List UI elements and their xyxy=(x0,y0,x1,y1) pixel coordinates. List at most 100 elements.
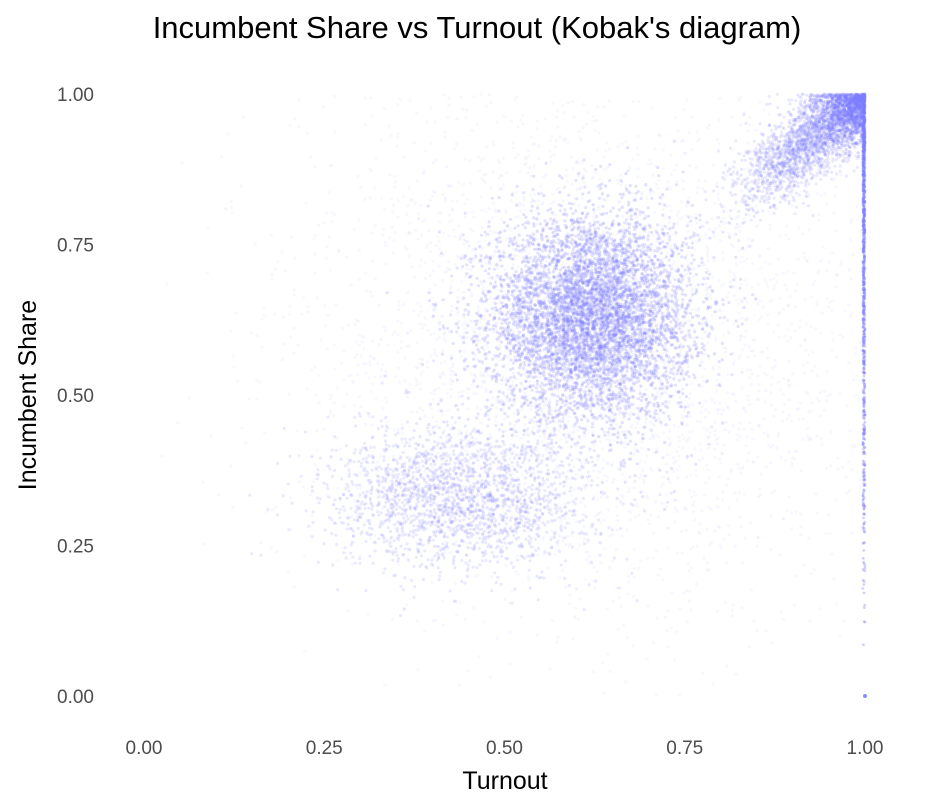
data-point xyxy=(672,377,676,381)
data-point xyxy=(647,308,651,312)
data-point xyxy=(534,375,538,379)
data-point xyxy=(600,270,604,274)
data-point xyxy=(591,433,595,437)
data-point xyxy=(743,296,747,300)
data-point xyxy=(539,291,543,295)
data-point xyxy=(496,395,500,399)
data-point xyxy=(477,350,481,354)
data-point xyxy=(605,352,609,356)
y-tick-label: 0.75 xyxy=(57,236,94,257)
data-point xyxy=(613,277,617,281)
data-point xyxy=(493,316,497,320)
data-point xyxy=(504,321,508,325)
data-point xyxy=(562,433,566,437)
data-point xyxy=(568,352,572,356)
data-point xyxy=(696,351,700,355)
data-point xyxy=(549,207,553,211)
data-point xyxy=(582,323,586,327)
data-point xyxy=(570,237,574,241)
data-point xyxy=(569,279,574,283)
data-point xyxy=(560,176,564,180)
data-point xyxy=(569,207,573,211)
data-point xyxy=(631,300,636,304)
data-point xyxy=(672,290,677,294)
data-point xyxy=(488,313,492,317)
data-point xyxy=(474,247,478,251)
data-point xyxy=(515,325,520,330)
data-point xyxy=(594,167,598,172)
data-point xyxy=(526,313,530,317)
data-point xyxy=(711,290,715,294)
data-point xyxy=(535,390,539,394)
data-point xyxy=(706,307,710,311)
data-point xyxy=(601,357,605,361)
data-point xyxy=(464,263,469,267)
data-point xyxy=(718,316,722,320)
data-point xyxy=(618,406,623,410)
data-point xyxy=(516,308,520,312)
data-point xyxy=(586,283,590,287)
data-point xyxy=(700,256,704,261)
chart-title: Incumbent Share vs Turnout (Kobak's diag… xyxy=(153,10,802,45)
data-point xyxy=(610,325,614,329)
data-point xyxy=(687,332,691,336)
data-point xyxy=(631,395,635,399)
data-point xyxy=(549,343,553,347)
data-point xyxy=(427,423,431,427)
data-point xyxy=(487,322,491,326)
data-point xyxy=(544,418,548,423)
data-point xyxy=(537,371,542,375)
data-point xyxy=(561,255,565,259)
data-point xyxy=(540,249,544,253)
data-point xyxy=(524,215,528,219)
data-point xyxy=(586,211,590,216)
data-point xyxy=(652,330,656,334)
data-point xyxy=(689,311,693,316)
data-point xyxy=(691,323,695,327)
data-point xyxy=(665,187,669,191)
data-point xyxy=(702,277,706,281)
data-point xyxy=(631,375,635,379)
data-point xyxy=(518,387,522,391)
data-point xyxy=(525,234,529,238)
data-point xyxy=(645,279,650,283)
data-point xyxy=(583,290,587,295)
data-point xyxy=(646,375,650,379)
data-point xyxy=(455,266,459,270)
data-point xyxy=(571,258,576,262)
data-point xyxy=(590,250,594,254)
data-point xyxy=(639,196,643,201)
data-point xyxy=(607,397,611,401)
data-point xyxy=(553,307,557,311)
data-point xyxy=(702,344,706,348)
data-point xyxy=(578,345,582,349)
data-point xyxy=(454,373,458,377)
data-point xyxy=(522,246,526,250)
data-point xyxy=(511,393,515,397)
data-point xyxy=(751,293,755,297)
data-point xyxy=(674,183,679,187)
data-point xyxy=(583,254,588,258)
x-axis-ticks: 0.00 0.25 0.50 0.75 1.00 xyxy=(126,738,884,759)
y-tick-label: 0.50 xyxy=(57,386,94,407)
data-point xyxy=(660,302,664,306)
data-point xyxy=(545,377,549,381)
data-point xyxy=(675,372,679,376)
data-point xyxy=(574,357,578,361)
data-point xyxy=(546,208,550,212)
data-point xyxy=(533,338,538,343)
data-point xyxy=(660,392,664,396)
data-point xyxy=(587,393,591,397)
data-point xyxy=(736,324,740,328)
data-point xyxy=(615,248,619,252)
data-point xyxy=(528,234,532,238)
data-point xyxy=(627,274,631,278)
data-point xyxy=(628,183,632,188)
data-point xyxy=(636,337,640,342)
data-point xyxy=(490,403,494,407)
data-point xyxy=(574,340,579,344)
data-point xyxy=(469,283,474,287)
data-point xyxy=(622,240,626,244)
data-point xyxy=(510,266,514,270)
data-point xyxy=(617,222,621,226)
